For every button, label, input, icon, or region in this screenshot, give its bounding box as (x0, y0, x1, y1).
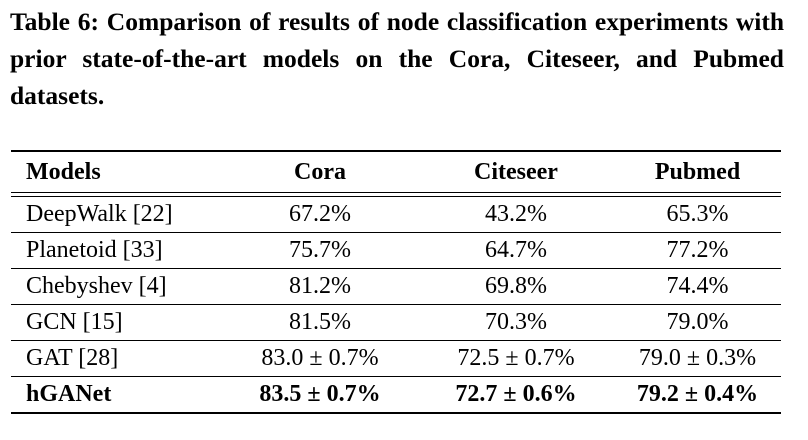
pubmed-value: 79.0 ± 0.3% (614, 340, 781, 377)
citeseer-value: 64.7% (418, 232, 614, 269)
header-cora: Cora (222, 150, 418, 193)
table-row-highlighted: hGANet 83.5 ± 0.7% 72.7 ± 0.6% 79.2 ± 0.… (11, 376, 781, 414)
rule-spacer (11, 192, 781, 197)
citeseer-value: 70.3% (418, 304, 614, 341)
citeseer-value: 72.7 ± 0.6% (418, 376, 614, 414)
model-name: hGANet (11, 376, 222, 414)
model-name: Planetoid [33] (11, 232, 222, 269)
header-citeseer: Citeseer (418, 150, 614, 193)
pubmed-value: 77.2% (614, 232, 781, 269)
cora-value: 81.2% (222, 268, 418, 305)
cora-value: 75.7% (222, 232, 418, 269)
model-name: GAT [28] (11, 340, 222, 377)
pubmed-value: 79.0% (614, 304, 781, 341)
table-row: DeepWalk [22] 67.2% 43.2% 65.3% (11, 196, 781, 233)
model-name: Chebyshev [4] (11, 268, 222, 305)
citeseer-value: 43.2% (418, 196, 614, 233)
table-row: Chebyshev [4] 81.2% 69.8% 74.4% (11, 268, 781, 305)
table-row: Planetoid [33] 75.7% 64.7% 77.2% (11, 232, 781, 269)
results-table-container: Models Cora Citeseer Pubmed DeepWalk [22… (11, 150, 781, 414)
citeseer-value: 72.5 ± 0.7% (418, 340, 614, 377)
pubmed-value: 74.4% (614, 268, 781, 305)
cora-value: 83.5 ± 0.7% (222, 376, 418, 414)
model-name: DeepWalk [22] (11, 196, 222, 233)
header-models: Models (11, 150, 222, 193)
header-pubmed: Pubmed (614, 150, 781, 193)
pubmed-value: 65.3% (614, 196, 781, 233)
cora-value: 67.2% (222, 196, 418, 233)
citeseer-value: 69.8% (418, 268, 614, 305)
header-double-rule (11, 192, 781, 197)
header-row: Models Cora Citeseer Pubmed (11, 150, 781, 193)
cora-value: 83.0 ± 0.7% (222, 340, 418, 377)
table-row: GCN [15] 81.5% 70.3% 79.0% (11, 304, 781, 341)
cora-value: 81.5% (222, 304, 418, 341)
table-row: GAT [28] 83.0 ± 0.7% 72.5 ± 0.7% 79.0 ± … (11, 340, 781, 377)
model-name: GCN [15] (11, 304, 222, 341)
pubmed-value: 79.2 ± 0.4% (614, 376, 781, 414)
table-caption: Table 6: Comparison of results of node c… (10, 7, 784, 110)
results-table: Models Cora Citeseer Pubmed DeepWalk [22… (11, 150, 781, 414)
